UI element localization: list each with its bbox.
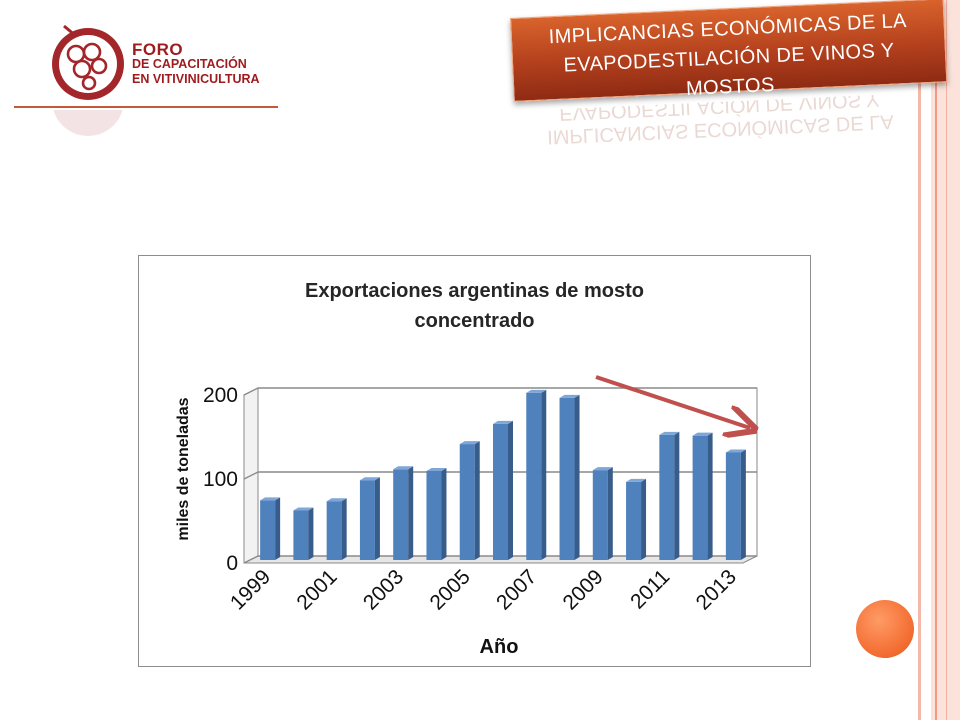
bar-side [341, 498, 347, 560]
bar-side [408, 466, 414, 560]
x-tick-label: 2001 [292, 565, 341, 614]
bar-side [474, 441, 480, 560]
x-tick-label: 2011 [626, 565, 674, 613]
bar-top [592, 467, 613, 471]
bar [592, 470, 608, 560]
brand-line-3: EN VITIVINICULTURA [132, 72, 260, 86]
brand-line-1: FORO [132, 40, 184, 59]
bar [426, 470, 442, 560]
y-tick-label: 100 [203, 468, 238, 491]
brand-logo: FORO DE CAPACITACIÓN EN VITIVINICULTURA [48, 24, 288, 114]
bar [459, 444, 475, 560]
bar-top [659, 431, 680, 435]
grape-logo-icon [52, 24, 124, 100]
bar-side [607, 467, 613, 560]
bar-side [308, 507, 314, 560]
bar [559, 397, 575, 560]
bar [725, 452, 741, 560]
bar-top [725, 449, 746, 453]
header-rule [14, 106, 278, 108]
brand-name: FORO DE CAPACITACIÓN EN VITIVINICULTURA [132, 40, 260, 87]
bar-side [574, 394, 580, 560]
bar-side [441, 467, 447, 560]
bar-top [393, 466, 414, 470]
bar-side [674, 431, 680, 560]
grape-logo-reflection-icon [52, 110, 124, 136]
bar [626, 481, 642, 560]
chart-title-text: Exportaciones argentinas de mosto concen… [305, 280, 644, 332]
bar [293, 510, 309, 560]
right-edge-stripe [918, 0, 921, 720]
chart-title: Exportaciones argentinas de mosto concen… [139, 276, 810, 336]
x-tick-label: 2003 [359, 565, 408, 614]
bar-top [559, 394, 580, 398]
bar-side [641, 478, 647, 560]
bar [326, 501, 342, 560]
bar [659, 434, 675, 560]
bar-top [326, 498, 347, 502]
bar-top [359, 477, 380, 481]
bar-top [459, 441, 480, 445]
x-tick-label: 2009 [559, 565, 608, 614]
trend-arrow [595, 375, 750, 428]
bar-side [707, 432, 713, 560]
bar [393, 469, 409, 560]
bar-top [426, 467, 447, 471]
bar-top [493, 420, 513, 424]
bar-side [275, 497, 281, 560]
bar [493, 423, 508, 560]
x-tick-label: 2005 [425, 565, 474, 614]
gridline-side [243, 387, 259, 396]
bar-top [526, 389, 547, 393]
y-tick-label: 200 [203, 384, 238, 407]
gridline-side [243, 555, 259, 564]
bar-side [374, 477, 380, 560]
right-edge-line [935, 0, 937, 720]
bar [692, 435, 708, 560]
bar-side [740, 449, 746, 560]
x-axis-label: Año [480, 636, 519, 658]
bar-side [541, 389, 547, 560]
bar-side [508, 420, 513, 560]
x-tick-label: 2007 [492, 565, 541, 614]
y-tick-label: 0 [226, 552, 238, 575]
x-tick-label: 2013 [692, 565, 741, 614]
decorative-orb [856, 600, 914, 658]
brand-line-2: DE CAPACITACIÓN [132, 57, 247, 71]
bar-top [260, 497, 281, 501]
logo-reflection [48, 110, 288, 140]
bar [260, 500, 276, 560]
bar-top [293, 507, 314, 511]
bar-top [692, 432, 713, 436]
bar [359, 480, 375, 560]
bar-top [626, 478, 647, 482]
right-edge-thin-line [946, 0, 947, 720]
gridline-side [243, 471, 259, 480]
y-axis-label: miles de toneladas [175, 397, 192, 540]
bar [526, 392, 542, 560]
